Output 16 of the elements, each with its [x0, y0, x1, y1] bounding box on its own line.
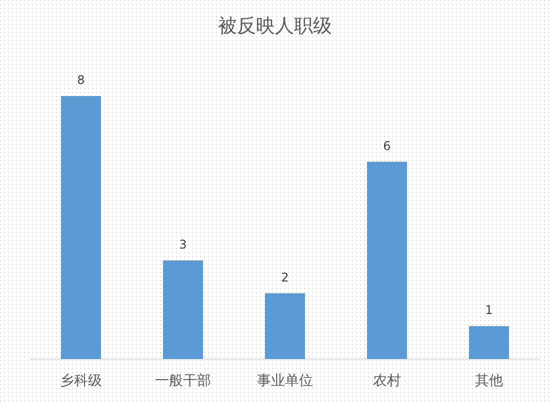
bar: [163, 260, 203, 359]
x-tick-label: 其他: [475, 373, 503, 389]
bar: [367, 162, 407, 359]
data-label: 8: [77, 73, 85, 87]
data-label: 1: [485, 303, 493, 318]
x-tick-label: 一般干部: [155, 373, 211, 389]
bar: [265, 293, 305, 359]
data-label: 2: [281, 270, 289, 284]
x-tick-label: 农村: [373, 373, 401, 389]
x-tick-label: 事业单位: [257, 373, 313, 389]
data-label: 3: [179, 237, 187, 252]
bar: [61, 96, 101, 359]
x-tick-label: 乡科级: [60, 373, 102, 389]
bar: [469, 326, 509, 359]
chart-title: 被反映人职级: [218, 15, 332, 37]
data-label: 6: [383, 138, 391, 153]
